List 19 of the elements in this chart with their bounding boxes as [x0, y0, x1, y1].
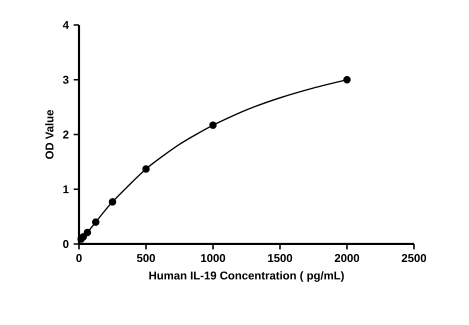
point — [209, 121, 217, 129]
x-tick-label: 0 — [76, 254, 82, 262]
y-tick-label: 2 — [63, 130, 69, 138]
point — [343, 76, 351, 84]
x-axis-title: Human IL-19 Concentration ( pg/mL) — [149, 271, 344, 282]
x-tick-label: 500 — [136, 254, 155, 262]
point — [84, 228, 92, 236]
point — [142, 165, 150, 173]
y-tick-label: 3 — [62, 76, 69, 84]
point — [92, 218, 100, 226]
y-tick-label: 1 — [63, 185, 69, 194]
point — [108, 198, 116, 206]
y-axis-title: OD Value — [45, 110, 54, 159]
x-tick-label: 2000 — [334, 254, 360, 262]
x-tick-label: 1500 — [268, 254, 292, 262]
x-tick-label: 1000 — [201, 254, 226, 262]
y-tick-label: 0 — [63, 240, 68, 248]
y-tick-label: 4 — [62, 21, 69, 29]
x-tick-label: 2500 — [402, 254, 426, 262]
